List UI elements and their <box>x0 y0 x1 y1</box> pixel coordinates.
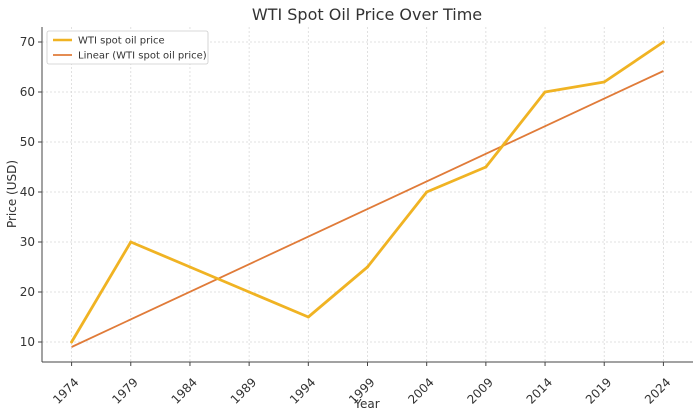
data-point-wti <box>662 40 665 44</box>
y-tick-label: 60 <box>20 85 35 99</box>
data-point-wti <box>188 265 192 269</box>
y-ticks: 10 20 30 40 50 60 70 <box>20 35 42 349</box>
x-tick-label: 1989 <box>228 375 259 406</box>
x-tick-label: 1974 <box>50 375 81 406</box>
series <box>70 40 665 348</box>
y-tick-label: 20 <box>20 285 35 299</box>
data-point-wti <box>425 190 429 194</box>
legend-label-linear: Linear (WTI spot oil price) <box>78 51 207 62</box>
series-line-linear-trend <box>71 70 664 348</box>
x-tick-label: 2004 <box>405 375 436 406</box>
x-tick-label: 1979 <box>109 375 140 406</box>
legend: WTI spot oil price Linear (WTI spot oil … <box>46 30 209 65</box>
data-point-wti <box>366 265 369 269</box>
data-point-wti <box>306 315 310 319</box>
y-tick-label: 50 <box>20 135 35 149</box>
data-point-wti <box>129 240 133 244</box>
legend-label-wti: WTI spot oil price <box>78 36 165 47</box>
y-tick-label: 10 <box>20 335 35 349</box>
chart-title: WTI Spot Oil Price Over Time <box>252 5 482 24</box>
y-tick-label: 30 <box>20 235 35 249</box>
data-point-wti <box>484 165 488 169</box>
y-tick-label: 40 <box>20 185 35 199</box>
x-axis-label: Year <box>353 397 379 411</box>
x-tick-label: 2009 <box>464 375 495 406</box>
data-point-wti <box>70 340 73 344</box>
data-point-wti <box>602 80 606 84</box>
y-axis-label: Price (USD) <box>5 160 19 228</box>
x-tick-label: 2019 <box>583 375 614 406</box>
legend-box <box>46 30 209 65</box>
grid <box>42 27 693 362</box>
x-tick-label: 2024 <box>642 375 673 406</box>
data-point-wti <box>543 90 547 94</box>
x-tick-label: 1994 <box>287 375 318 406</box>
data-point-wti <box>247 290 251 294</box>
y-tick-label: 70 <box>20 35 35 49</box>
x-tick-label: 2014 <box>524 375 555 406</box>
x-tick-label: 1984 <box>169 375 200 406</box>
